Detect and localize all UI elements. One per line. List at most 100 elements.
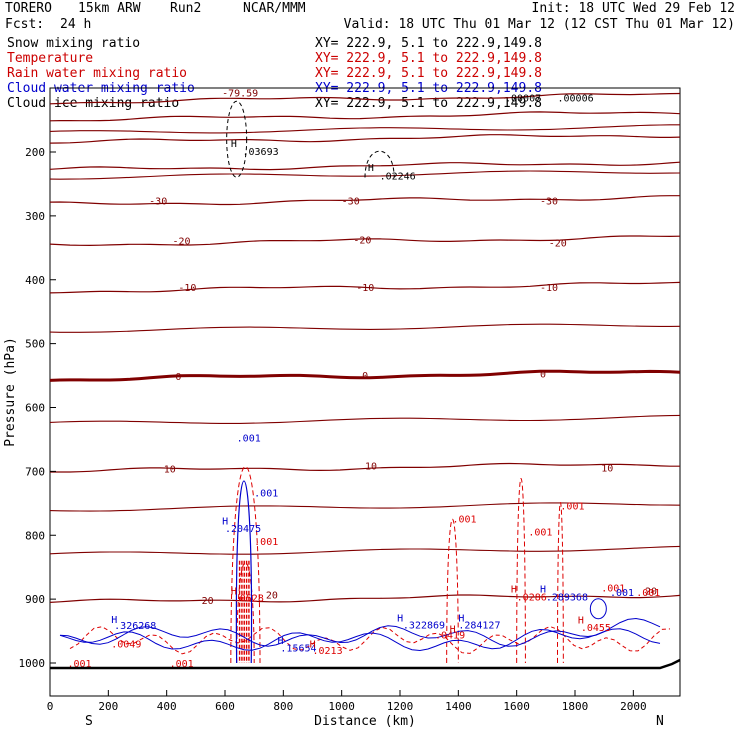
y-tick-label: 200 [25, 146, 45, 159]
rain-contour [236, 562, 255, 664]
maximum-marker: H [397, 613, 403, 624]
cloud-water-label: .20475 [225, 524, 261, 535]
x-tick-label: 1400 [445, 700, 472, 713]
snow-contour [226, 100, 248, 178]
x-axis-label: Distance (km) [314, 714, 416, 729]
y-tick-label: 500 [25, 338, 45, 351]
snow-maximum-label: .03693 [243, 147, 279, 158]
isotherm-line [49, 545, 681, 555]
isotherm-label: 10 [365, 461, 377, 472]
y-tick-label: 1000 [19, 657, 46, 670]
x-tick-label: 1200 [387, 700, 414, 713]
legend-cloud-ice-name: Cloud ice mixing ratio [7, 96, 179, 111]
isotherm-label: 0 [362, 371, 368, 382]
rain-label: .001 [170, 659, 194, 670]
cloud-water-label: .289368 [546, 592, 588, 603]
isotherm-line [49, 134, 681, 144]
run-name: Run2 [170, 1, 201, 16]
isotherm-label: -10 [356, 283, 374, 294]
model-name: TORERO [5, 1, 52, 16]
isotherm-line [49, 161, 681, 171]
isotherm-label: -30 [342, 196, 360, 207]
x-tick-label: 800 [273, 700, 293, 713]
isotherm-line [49, 369, 681, 382]
maximum-marker: H [458, 613, 464, 624]
x-axis-right-end: N [656, 714, 664, 729]
legend-snow-name: Snow mixing ratio [7, 36, 140, 51]
legend-rain-name: Rain water mixing ratio [7, 66, 187, 81]
x-tick-label: 0 [47, 700, 54, 713]
y-tick-label: 900 [25, 593, 45, 606]
rain-label: .001 [68, 659, 92, 670]
rain-label: .001 [636, 588, 660, 599]
isotherm-label: -79.59 [222, 88, 258, 99]
snow-maximum-label: .00006 [558, 94, 594, 105]
isotherm-label: 10 [601, 463, 613, 474]
isotherm-label: 20 [266, 590, 278, 601]
rain-contour [516, 478, 526, 664]
rain-label: .0528 [234, 594, 264, 605]
rain-label: .0419 [435, 631, 465, 642]
isotherm-label: -10 [540, 283, 558, 294]
legend-snow-xy: XY= 222.9, 5.1 to 222.9,149.8 [315, 36, 542, 51]
rain-label: .001 [528, 527, 552, 538]
isotherm-label: -30 [149, 196, 167, 207]
model-resolution: 15km ARW [78, 1, 141, 16]
isotherm-label: 20 [645, 587, 657, 598]
isotherm-label: -30 [540, 196, 558, 207]
rain-contours [69, 466, 671, 664]
x-tick-label: 600 [215, 700, 235, 713]
maximum-marker: H [511, 585, 517, 596]
isotherm-label: -10 [178, 283, 196, 294]
fcst-label: Fcst: [5, 17, 44, 32]
rain-contour [69, 625, 671, 655]
isotherm-line [50, 462, 680, 473]
isotherm-line [49, 414, 681, 424]
cloud-water-label: .15654 [280, 644, 316, 655]
cloud-water-contour [59, 628, 661, 652]
rain-label: .001 [453, 514, 477, 525]
fcst-value: 24 h [60, 17, 91, 32]
legend-rain-xy: XY= 222.9, 5.1 to 222.9,149.8 [315, 66, 542, 81]
legend: Snow mixing ratio XY= 222.9, 5.1 to 222.… [7, 36, 542, 111]
plot-frame [49, 87, 681, 697]
maximum-marker: H [540, 585, 546, 596]
x-tick-label: 400 [157, 700, 177, 713]
init-time: Init: 18 UTC Wed 29 Feb 12 [532, 1, 736, 16]
rain-label: .0049 [111, 640, 141, 651]
isotherm-line [49, 594, 681, 603]
snow-contour [364, 150, 395, 178]
isotherm-line [49, 323, 681, 333]
valid-time: Valid: 18 UTC Thu 01 Mar 12 (12 CST Thu … [344, 17, 735, 32]
maximum-marker: H [278, 636, 284, 647]
cloud-water-label: .326268 [114, 621, 156, 632]
x-tick-label: 1600 [503, 700, 530, 713]
contour-labels: -79.59 -30 -30 -30 -20 -20 -20 -10 -10 -10 0 0 0 10 10… [68, 88, 661, 669]
x-tick-label: 1000 [328, 700, 355, 713]
y-axis: 200 300 400 500 600 700 800 900 1000 [19, 146, 56, 670]
center-name: NCAR/MMM [243, 1, 306, 16]
maximum-marker: H [111, 615, 117, 626]
rain-label: .001 [254, 537, 278, 548]
rain-label: .0286 [517, 592, 547, 603]
rain-contour [446, 518, 459, 664]
isotherm-line [49, 195, 680, 206]
cloud-water-label: .284127 [458, 621, 500, 632]
cloud-water-label: .322869 [403, 621, 445, 632]
terrain-line [50, 658, 681, 670]
rain-label: .0213 [313, 646, 343, 657]
x-tick-label: 1800 [562, 700, 589, 713]
cloud-water-contours [59, 480, 661, 664]
x-axis: 0 200 400 600 800 1000 1200 1400 1600 1800 2000 [47, 690, 647, 713]
maximum-marker: H [368, 163, 374, 174]
maximum-marker: H [222, 516, 228, 527]
legend-temperature-xy: XY= 222.9, 5.1 to 222.9,149.8 [315, 51, 542, 66]
y-tick-label: 400 [25, 274, 45, 287]
isotherm-line [49, 124, 680, 134]
maximum-marker: H [450, 624, 456, 635]
cloud-water-label: .001 [237, 433, 261, 444]
rain-label: .0455 [581, 623, 611, 634]
isotherm-line [49, 111, 681, 122]
isotherm-label: 10 [164, 465, 176, 476]
